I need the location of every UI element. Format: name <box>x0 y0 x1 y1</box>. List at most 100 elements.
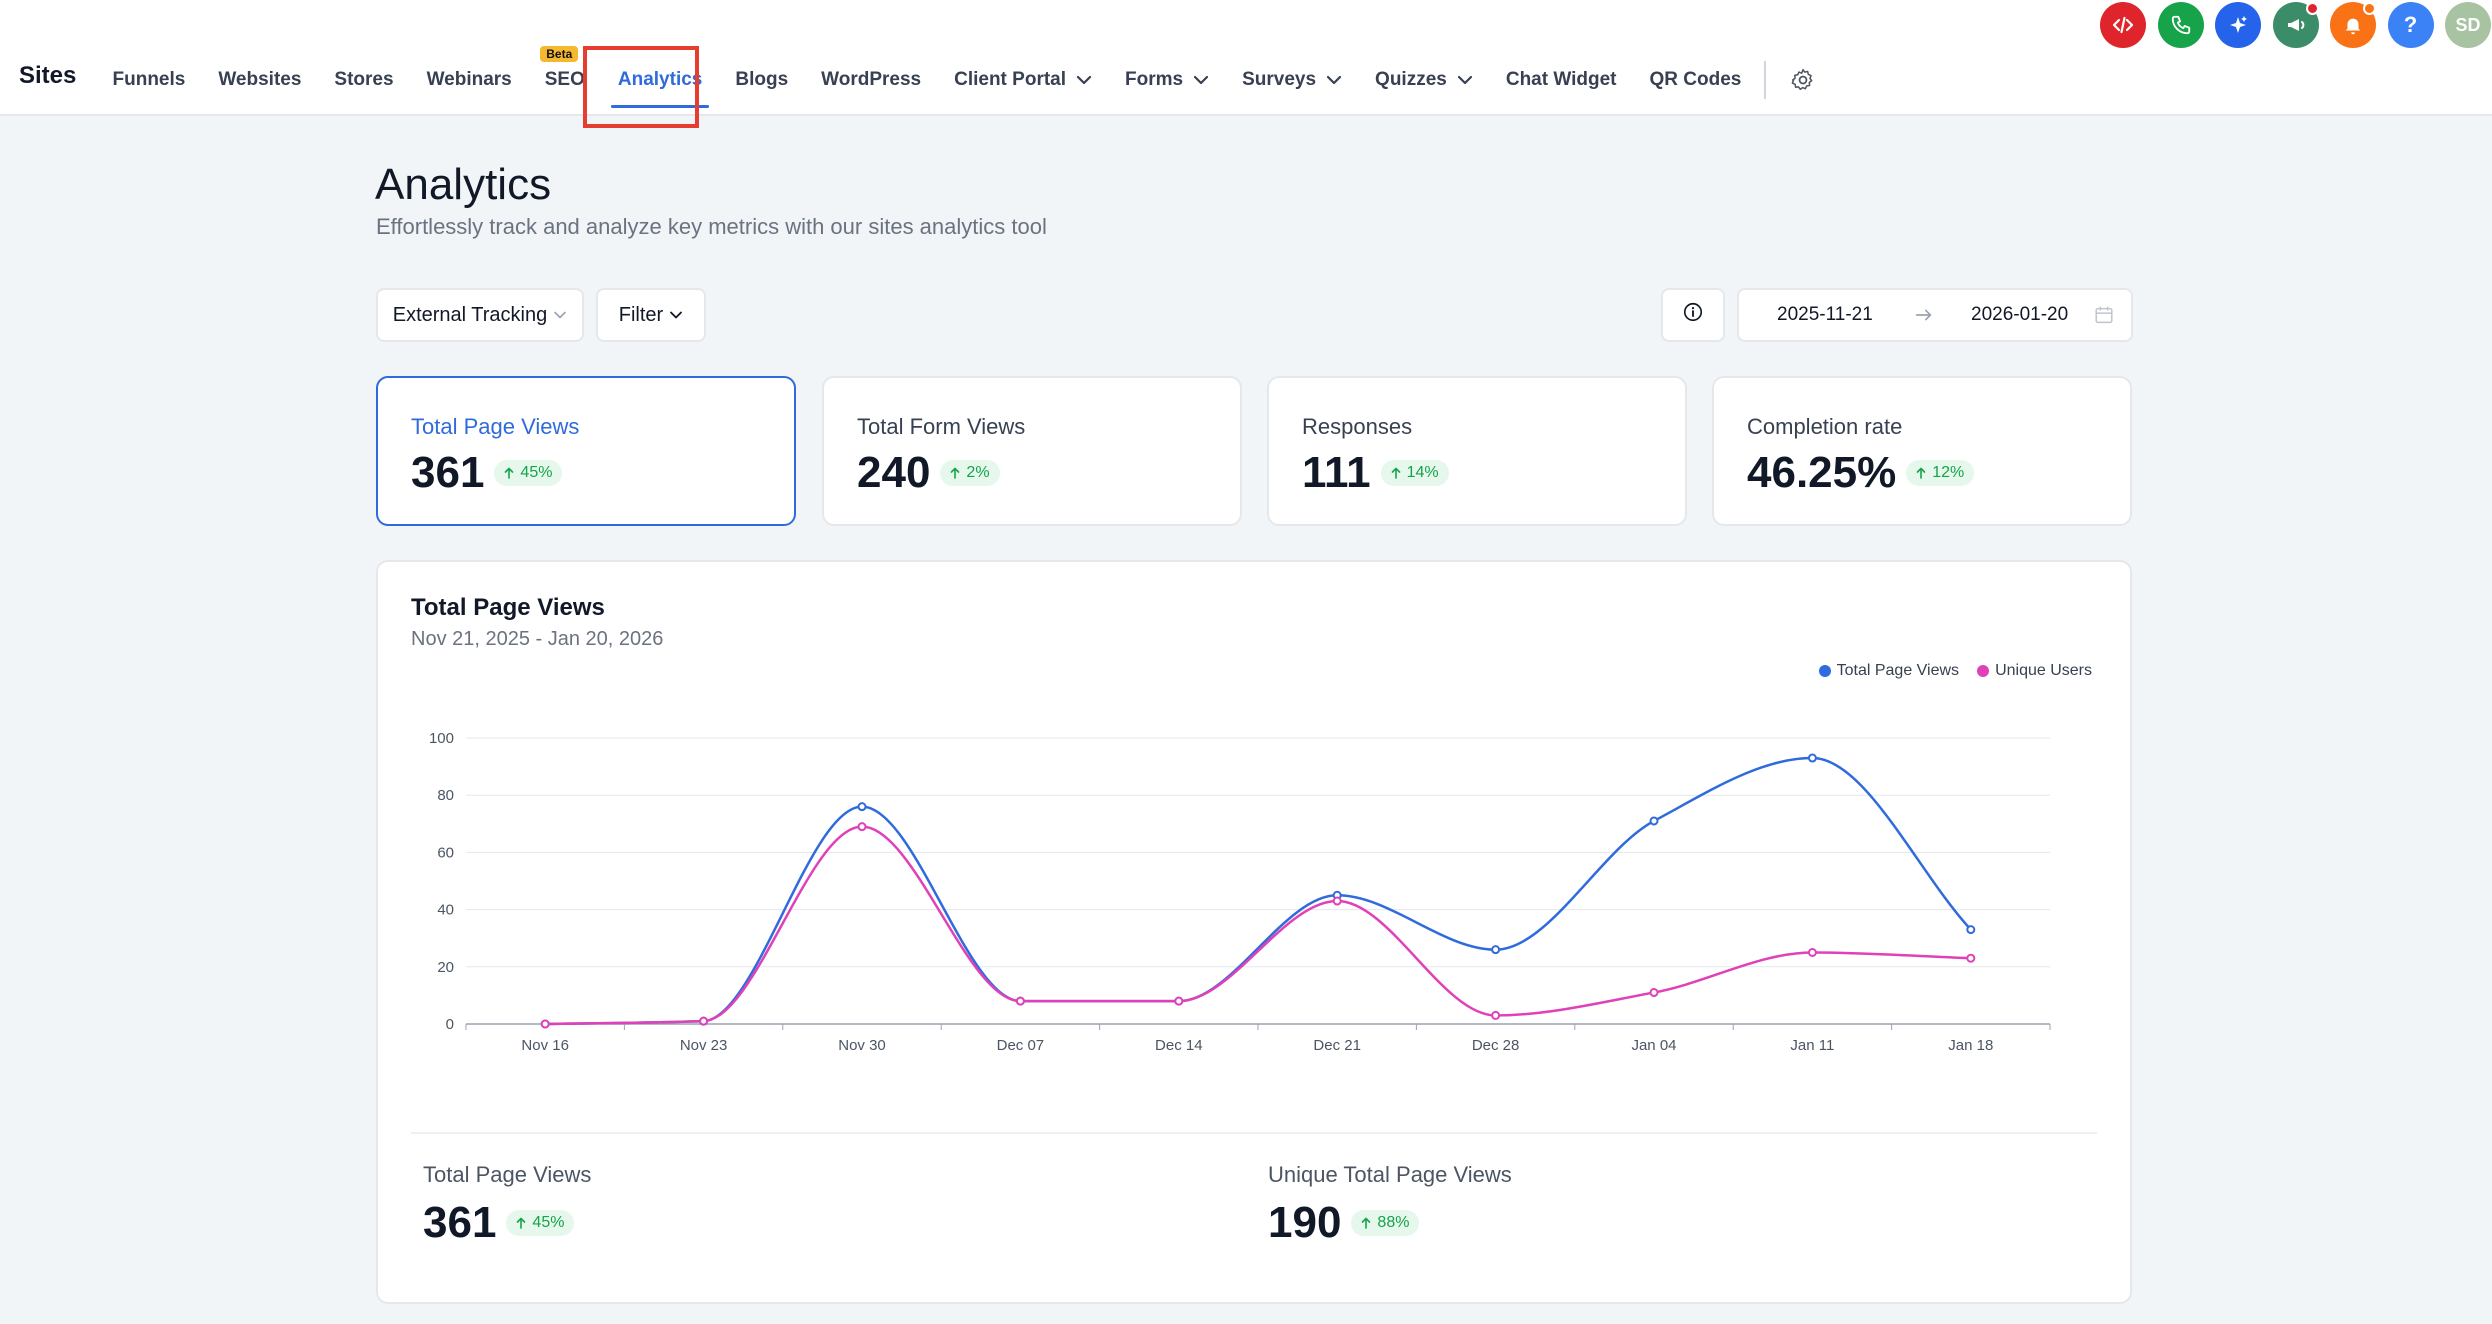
sparkle-icon[interactable] <box>2215 2 2261 48</box>
top-right-icons: ? SD <box>2100 2 2492 48</box>
metric-card-completion-rate[interactable]: Completion rate 46.25% 12% <box>1712 376 2132 526</box>
data-point-unique-users <box>1807 948 1817 957</box>
chevron-down-icon <box>1193 75 1209 85</box>
chart-panel: Total Page Views Nov 21, 2025 - Jan 20, … <box>376 560 2132 1304</box>
line-chart: 0 20 40 60 80 100 Nov 16 Nov 23 Nov 30 Dec 07 Dec … <box>429 730 2051 1054</box>
metric-label: Total Page Views <box>411 414 580 439</box>
x-tick-label: Dec 21 <box>1313 1037 1361 1054</box>
change-badge: 88% <box>1351 1210 1420 1236</box>
tracking-type-select[interactable]: External Tracking <box>376 288 584 342</box>
nav-item-surveys[interactable]: Surveys <box>1226 52 1359 108</box>
arrow-up-icon <box>516 1217 526 1229</box>
x-tick-label: Jan 11 <box>1790 1037 1834 1054</box>
metric-card-total-form-views[interactable]: Total Form Views 240 2% <box>822 376 1242 526</box>
data-point-total-page-views <box>857 802 867 812</box>
y-tick-label: 60 <box>437 844 454 861</box>
y-tick-label: 0 <box>446 1016 454 1033</box>
chevron-down-icon <box>1326 75 1342 85</box>
calendar-icon <box>2093 304 2115 332</box>
data-point-unique-users <box>1649 988 1659 998</box>
arrow-up-icon <box>1361 1217 1371 1229</box>
nav-item-webinars[interactable]: Webinars <box>426 69 512 90</box>
stat-total-page-views: Total Page Views 361 45% <box>423 1162 591 1248</box>
x-tick-label: Nov 30 <box>838 1037 886 1054</box>
nav-item-forms[interactable]: Forms <box>1109 52 1226 108</box>
panel-divider <box>411 1132 2097 1134</box>
data-point-total-page-views <box>1966 925 1976 935</box>
help-icon[interactable]: ? <box>2387 2 2434 48</box>
notification-dot <box>2305 2 2319 15</box>
y-tick-label: 100 <box>429 730 454 747</box>
nav-item-qr-codes[interactable]: QR Codes <box>1649 69 1742 90</box>
x-tick-label: Nov 23 <box>680 1037 728 1054</box>
data-point-unique-users <box>699 1016 709 1026</box>
metric-card-total-page-views[interactable]: Total Page Views 361 45% <box>376 376 796 526</box>
nav-item-quizzes[interactable]: Quizzes <box>1359 52 1490 108</box>
nav-item-analytics[interactable]: Analytics <box>601 52 718 108</box>
y-tick-label: 20 <box>437 959 454 976</box>
filter-button[interactable]: Filter <box>596 288 706 342</box>
phone-icon[interactable] <box>2157 2 2204 48</box>
change-badge: 45% <box>506 1210 575 1236</box>
metric-label: Completion rate <box>1747 414 1903 439</box>
data-point-unique-users <box>1174 996 1184 1006</box>
date-start: 2025-11-21 <box>1777 304 1873 325</box>
page-title: Analytics <box>375 160 552 209</box>
metric-label: Total Form Views <box>857 414 1026 439</box>
x-tick-label: Jan 04 <box>1631 1037 1676 1054</box>
date-end: 2026-01-20 <box>1971 304 2069 325</box>
info-button[interactable] <box>1661 288 1725 342</box>
x-tick-label: Dec 14 <box>1155 1037 1203 1054</box>
nav-item-funnels[interactable]: Funnels <box>112 69 186 90</box>
stat-unique-total-page-views: Unique Total Page Views 190 88% <box>1268 1162 1512 1248</box>
arrow-up-icon <box>504 467 514 479</box>
series-line-total-page-views <box>545 756 1972 1026</box>
data-point-total-page-views <box>1491 945 1501 955</box>
user-avatar[interactable]: SD <box>2445 2 2491 48</box>
metric-label: Responses <box>1302 414 1413 439</box>
nav-item-stores[interactable]: Stores <box>334 69 394 90</box>
data-point-unique-users <box>1332 896 1342 906</box>
change-badge: 2% <box>940 460 1000 486</box>
metric-card-responses[interactable]: Responses 111 14% <box>1267 376 1687 526</box>
x-tick-label: Dec 28 <box>1472 1037 1520 1054</box>
y-tick-label: 40 <box>437 902 454 919</box>
arrow-up-icon <box>950 467 960 479</box>
change-badge: 12% <box>1906 460 1975 486</box>
chevron-down-icon <box>1076 75 1092 85</box>
arrow-right-icon <box>1913 304 1935 332</box>
settings-gear-icon[interactable] <box>1782 52 1824 108</box>
notification-dot <box>2363 2 2376 15</box>
megaphone-icon[interactable] <box>2272 2 2319 48</box>
metric-value: 46.25% <box>1747 448 1897 497</box>
data-point-unique-users <box>857 822 867 832</box>
stat-label: Total Page Views <box>423 1162 592 1187</box>
nav-item-blogs[interactable]: Blogs <box>735 69 789 90</box>
chevron-down-icon <box>553 311 567 319</box>
nav-item-chat-widget[interactable]: Chat Widget <box>1505 69 1617 90</box>
stat-value: 361 <box>423 1198 497 1247</box>
nav-item-client-portal[interactable]: Client Portal <box>938 52 1109 108</box>
chevron-down-icon <box>669 311 683 319</box>
data-point-unique-users <box>1491 1010 1501 1020</box>
arrow-up-icon <box>1391 467 1401 479</box>
top-navigation-bar: Sites Funnels Websites Stores Webinars B… <box>0 0 2492 128</box>
bell-icon[interactable] <box>2330 2 2376 48</box>
beta-badge: Beta <box>540 46 579 62</box>
data-point-unique-users <box>1966 953 1976 963</box>
y-tick-label: 80 <box>437 787 454 804</box>
metric-value: 240 <box>857 448 931 497</box>
data-point-unique-users <box>540 1019 550 1029</box>
legend-item-unique-users[interactable]: Unique Users <box>1977 662 2092 680</box>
nav-item-websites[interactable]: Websites <box>218 69 302 90</box>
legend-item-total-page-views[interactable]: Total Page Views <box>1818 662 1959 680</box>
series-line-unique-users <box>545 825 1971 1026</box>
nav-item-wordpress[interactable]: WordPress <box>821 69 922 90</box>
change-badge: 14% <box>1380 460 1449 486</box>
chart-legend: Total Page Views Unique Users <box>1801 662 2092 680</box>
x-tick-label: Dec 07 <box>997 1037 1045 1054</box>
code-icon[interactable] <box>2100 2 2146 48</box>
change-badge: 45% <box>494 460 563 486</box>
date-range-picker[interactable]: 2025-11-21 2026-01-20 <box>1737 288 2133 342</box>
nav-item-seo[interactable]: Beta SEO <box>528 46 601 108</box>
